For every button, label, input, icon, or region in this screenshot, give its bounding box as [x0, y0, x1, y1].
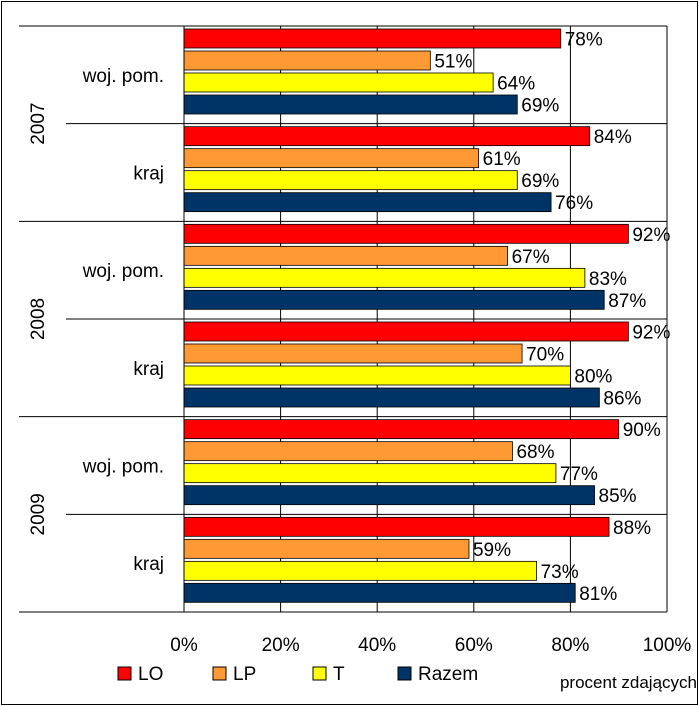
legend-label-lo: LO	[138, 664, 163, 685]
bar-razem-2007-kraj	[183, 192, 552, 213]
data-label: 73%	[541, 562, 579, 583]
category-label: kraj	[133, 359, 164, 380]
legend-swatch-t	[312, 666, 327, 681]
year-label: 2009	[28, 493, 49, 535]
legend-label-lp: LP	[233, 664, 256, 685]
data-label: 90%	[623, 420, 661, 441]
x-tick-label: 0%	[170, 635, 198, 656]
bar-lo-2008-woj	[183, 223, 629, 244]
category-label: woj. pom.	[82, 66, 164, 87]
x-tick-label: 20%	[262, 635, 300, 656]
data-label: 76%	[555, 193, 593, 214]
bar-lo-2007-kraj	[183, 126, 591, 147]
category-label: woj. pom.	[82, 261, 164, 282]
data-label: 92%	[632, 225, 670, 246]
data-label: 81%	[579, 584, 617, 605]
data-label: 59%	[473, 540, 511, 561]
legend-swatch-lo	[117, 666, 132, 681]
x-axis-title: procent zdających	[560, 673, 697, 692]
data-label: 67%	[512, 247, 550, 268]
bar-lp-2009-kraj	[183, 538, 470, 559]
x-tick-label: 40%	[358, 635, 396, 656]
data-label: 85%	[599, 486, 637, 507]
data-label: 69%	[521, 171, 559, 192]
x-tick-label: 100%	[643, 635, 692, 656]
x-tick-label: 60%	[455, 635, 493, 656]
bar-lp-2007-woj	[183, 50, 431, 71]
bar-lp-2007-kraj	[183, 148, 480, 169]
legend-label-t: T	[333, 664, 345, 685]
data-label: 61%	[483, 149, 521, 170]
data-label: 51%	[434, 52, 472, 73]
bar-t-2007-woj	[183, 72, 494, 93]
bar-razem-2009-kraj	[183, 582, 576, 603]
category-label: woj. pom.	[82, 457, 164, 478]
data-label: 83%	[589, 269, 627, 290]
bar-lp-2009-woj	[183, 441, 513, 462]
bar-razem-2009-woj	[183, 485, 595, 506]
data-label: 92%	[632, 323, 670, 344]
bar-razem-2007-woj	[183, 94, 518, 115]
bar-razem-2008-kraj	[183, 387, 600, 408]
data-label: 68%	[516, 442, 554, 463]
data-label: 69%	[521, 96, 559, 117]
data-label: 77%	[560, 464, 598, 485]
bar-lo-2009-woj	[183, 419, 620, 440]
year-label: 2007	[28, 103, 49, 145]
bar-t-2007-kraj	[183, 170, 518, 191]
bar-razem-2008-woj	[183, 289, 605, 310]
data-label: 84%	[594, 127, 632, 148]
data-label: 70%	[526, 345, 564, 366]
bar-lp-2008-woj	[183, 245, 509, 266]
legend-swatch-razem	[397, 666, 412, 681]
bar-t-2008-kraj	[183, 365, 571, 386]
bar-lp-2008-kraj	[183, 343, 523, 364]
data-label: 80%	[574, 367, 612, 388]
category-label: kraj	[133, 554, 164, 575]
legend-swatch-lp	[212, 666, 227, 681]
bar-lo-2009-kraj	[183, 516, 610, 537]
bar-t-2009-kraj	[183, 560, 537, 581]
x-tick-label: 80%	[551, 635, 589, 656]
bar-t-2009-woj	[183, 463, 557, 484]
bar-lo-2008-kraj	[183, 321, 629, 342]
data-label: 87%	[608, 291, 646, 312]
data-label: 86%	[603, 389, 641, 410]
bar-t-2008-woj	[183, 267, 586, 288]
data-label: 88%	[613, 518, 651, 539]
data-label: 64%	[497, 74, 535, 95]
category-label: kraj	[133, 164, 164, 185]
legend-label-razem: Razem	[418, 664, 478, 685]
data-label: 78%	[565, 30, 603, 51]
bar-lo-2007-woj	[183, 28, 562, 49]
year-label: 2008	[28, 298, 49, 340]
